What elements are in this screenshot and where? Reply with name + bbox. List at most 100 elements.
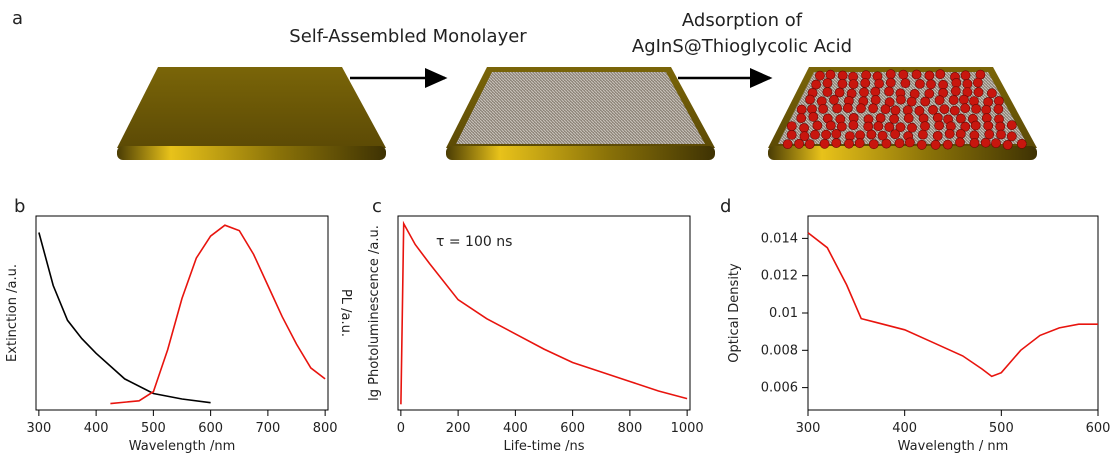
particle — [901, 79, 910, 88]
x-tick-label: 600 — [198, 421, 223, 436]
step-label: Self-Assembled Monolayer — [289, 26, 527, 47]
plate — [768, 67, 1037, 160]
particle — [963, 79, 972, 88]
particle — [985, 130, 994, 139]
particle — [961, 104, 970, 113]
particle — [805, 95, 814, 104]
y-axis-label: Optical Density — [727, 263, 742, 363]
y-tick-label: 0.006 — [761, 381, 798, 396]
particle — [994, 105, 1003, 114]
particle — [855, 139, 864, 148]
particle — [787, 122, 796, 131]
particle — [844, 139, 853, 148]
particle — [890, 114, 899, 123]
particle — [874, 122, 883, 131]
particle — [925, 71, 934, 80]
particle — [867, 130, 876, 139]
y-tick-label: 0.008 — [761, 343, 798, 358]
panel-label: d — [720, 196, 731, 217]
particle — [996, 130, 1005, 139]
particle — [917, 140, 926, 149]
particle — [984, 121, 993, 130]
particle — [787, 130, 796, 139]
x-tick-label: 600 — [1086, 421, 1111, 436]
particle — [832, 138, 841, 147]
y2-axis-label: PL /a.u. — [338, 289, 353, 337]
particle — [928, 105, 937, 114]
figure: a Self-Assembled Monolayer Adsorption of… — [0, 0, 1119, 468]
particle — [931, 140, 940, 149]
x-tick-label: 400 — [84, 421, 109, 436]
particle — [950, 106, 959, 115]
x-tick-label: 0 — [397, 421, 405, 436]
particle — [896, 95, 905, 104]
particle — [869, 140, 878, 149]
particle — [895, 139, 904, 148]
particle — [951, 87, 960, 96]
data-line — [401, 224, 687, 405]
particle — [921, 97, 930, 106]
y-axis-label: Extinction /a.u. — [5, 264, 20, 362]
y-tick-label: 0.01 — [769, 306, 798, 321]
particle — [810, 130, 819, 139]
particle — [907, 123, 916, 132]
particle — [949, 95, 958, 104]
particle — [826, 70, 835, 79]
step-label: AgInS@Thioglycolic Acid — [632, 36, 852, 57]
x-tick-label: 500 — [989, 421, 1014, 436]
particle — [981, 138, 990, 147]
particle — [912, 70, 921, 79]
particle — [843, 103, 852, 112]
particle — [905, 138, 914, 147]
x-tick-label: 800 — [313, 421, 338, 436]
particle — [920, 122, 929, 131]
x-tick-label: 500 — [141, 421, 166, 436]
particle — [961, 71, 970, 80]
particle — [891, 106, 900, 115]
particle — [943, 140, 952, 149]
particle — [935, 96, 944, 105]
x-tick-label: 400 — [892, 421, 917, 436]
particle — [926, 80, 935, 89]
particle — [1017, 139, 1026, 148]
particle — [945, 129, 954, 138]
particle — [797, 114, 806, 123]
particle — [1007, 132, 1016, 141]
data-line — [39, 233, 211, 403]
particle — [1003, 140, 1012, 149]
panel-label: a — [12, 8, 23, 29]
x-tick-label: 200 — [446, 421, 471, 436]
plot-frame — [808, 216, 1098, 410]
particle — [959, 95, 968, 104]
particle — [971, 121, 980, 130]
x-tick-label: 600 — [560, 421, 585, 436]
particle — [876, 113, 885, 122]
particle — [783, 140, 792, 149]
particle — [838, 71, 847, 80]
data-line — [808, 233, 1098, 377]
particle — [849, 121, 858, 130]
particle — [856, 104, 865, 113]
particle — [886, 78, 895, 87]
particle — [904, 114, 913, 123]
panel-label: c — [372, 196, 382, 217]
step-label: Adsorption of — [682, 10, 803, 31]
particle — [952, 78, 961, 87]
particle — [859, 88, 868, 97]
particle — [815, 71, 824, 80]
particle — [795, 139, 804, 148]
y-tick-label: 0.014 — [761, 231, 798, 246]
particle — [974, 88, 983, 97]
x-tick-label: 300 — [796, 421, 821, 436]
particle — [805, 140, 814, 149]
particle — [956, 114, 965, 123]
particle — [915, 79, 924, 88]
particle — [800, 123, 809, 132]
particle — [994, 96, 1003, 105]
particle — [822, 130, 831, 139]
particle — [955, 138, 964, 147]
x-tick-label: 300 — [26, 421, 51, 436]
particle — [871, 95, 880, 104]
particle — [813, 121, 822, 130]
particle — [940, 105, 949, 114]
